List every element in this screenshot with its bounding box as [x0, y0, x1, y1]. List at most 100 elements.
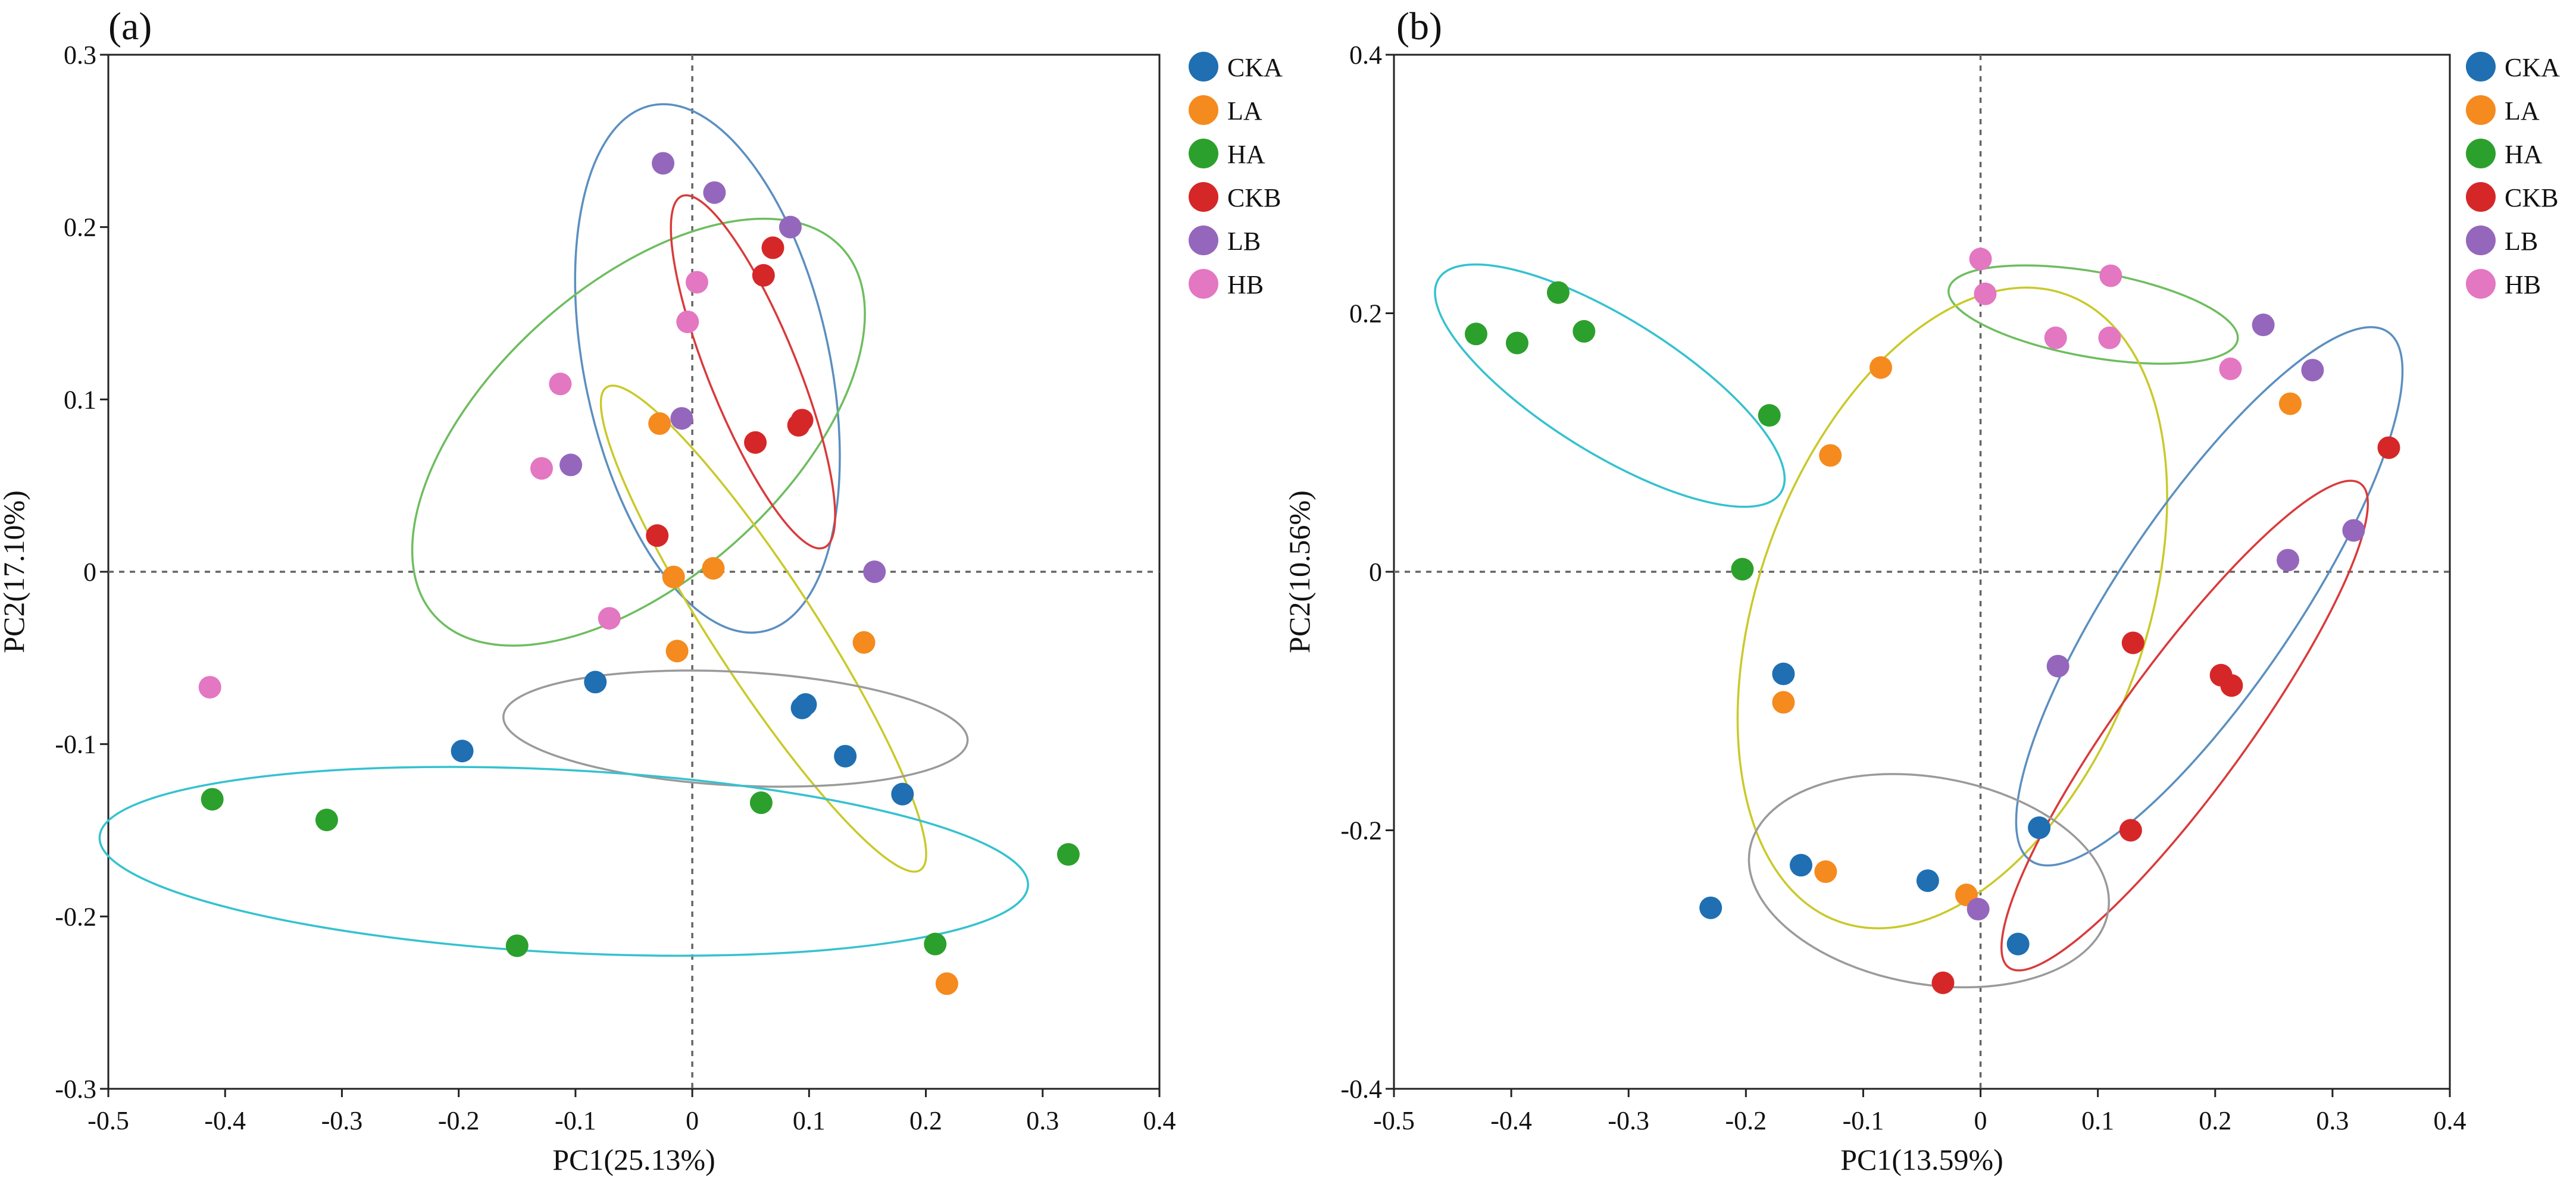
point-ckb	[752, 264, 775, 287]
point-hb	[2044, 326, 2067, 349]
point-lb	[2252, 314, 2275, 337]
x-tick-label: -0.1	[1843, 1106, 1884, 1135]
point-hb	[549, 372, 572, 396]
point-hb	[1974, 282, 1997, 305]
point-ha	[201, 788, 224, 811]
panel-label: (b)	[1396, 5, 1442, 48]
legend-label-hb: HB	[1227, 270, 1264, 299]
ellipse-cka	[574, 103, 841, 634]
point-hb	[676, 310, 699, 333]
point-lb	[559, 453, 583, 477]
legend-marker-ha	[1189, 139, 1218, 168]
point-ckb	[646, 524, 669, 547]
point-lb	[2046, 654, 2069, 678]
y-axis-title: PC2(17.10%)	[0, 490, 30, 653]
legend-marker-ha	[2466, 139, 2496, 168]
x-tick-label: -0.3	[1608, 1106, 1649, 1135]
point-hb	[1969, 248, 1992, 271]
point-lb	[2276, 549, 2299, 572]
point-cka	[451, 740, 474, 763]
point-ha	[924, 932, 947, 956]
legend-marker-hb	[2466, 269, 2496, 299]
ellipse-ckb	[2000, 480, 2369, 972]
point-cka	[1916, 869, 1939, 892]
point-cka	[1772, 662, 1795, 685]
point-lb	[703, 181, 726, 204]
legend-marker-la	[2466, 95, 2496, 125]
point-lb	[2342, 519, 2365, 542]
point-ha	[315, 809, 338, 832]
legend-label-ckb: CKB	[2505, 183, 2558, 212]
x-tick-label: 0.4	[2434, 1106, 2466, 1135]
panel-b-pca-plot: -0.5 -0.4 -0.3 -0.2 -0.1 0 0.1 0.2 0.3 0.4-0.4-0.…	[1283, 5, 2560, 1176]
point-ckb	[744, 431, 767, 454]
ellipse-la	[599, 384, 927, 873]
point-ha	[1731, 557, 1754, 581]
legend-label-ckb: CKB	[1227, 183, 1281, 212]
y-axis-title: PC2(10.56%)	[1283, 490, 1316, 653]
point-lb	[670, 407, 693, 430]
point-cka	[834, 744, 857, 768]
y-tick-label: -0.1	[55, 730, 96, 759]
point-ha	[1573, 320, 1596, 343]
point-ha	[1056, 843, 1080, 866]
y-tick-label: -0.4	[1340, 1075, 1382, 1104]
y-tick-label: -0.2	[55, 902, 96, 931]
point-ha	[1546, 281, 1570, 304]
legend-marker-hb	[1189, 269, 1218, 299]
point-lb	[1967, 898, 1990, 921]
x-tick-label: 0.1	[793, 1106, 826, 1135]
panel-a-pca-plot: -0.5 -0.4 -0.3 -0.2 -0.1 0 0.1 0.2 0.3 0.4 -0.3 -0.…	[0, 5, 1283, 1176]
ellipse-ha	[411, 217, 866, 647]
y-tick-label: -0.2	[1340, 816, 1382, 845]
point-la	[1819, 444, 1842, 467]
x-tick-label: -0.5	[87, 1106, 129, 1135]
x-tick-label: -0.4	[204, 1106, 246, 1135]
point-cka	[1789, 854, 1812, 877]
ellipse-ckb	[670, 194, 836, 550]
point-hb	[685, 271, 708, 294]
y-tick-label: -0.3	[55, 1075, 96, 1104]
point-cka	[2006, 932, 2030, 956]
x-tick-label: 0.3	[2316, 1106, 2349, 1135]
ellipse-ha	[1434, 263, 1786, 508]
y-tick-label: 0	[1369, 557, 1382, 587]
point-la	[665, 640, 689, 663]
x-tick-label: 0	[1974, 1106, 1987, 1135]
point-la	[702, 557, 725, 580]
point-la	[1772, 691, 1795, 714]
point-la	[852, 631, 876, 654]
point-cka	[1699, 896, 1722, 919]
legend-marker-cka	[1189, 52, 1218, 82]
legend-label-ha: HA	[2505, 140, 2543, 169]
ellipse-lb	[2015, 326, 2404, 867]
legend-label-hb: HB	[2505, 270, 2541, 299]
point-lb	[863, 560, 886, 583]
x-tick-label: 0.4	[1143, 1106, 1176, 1135]
point-ha	[1758, 404, 1781, 427]
legend-label-lb: LB	[2505, 227, 2538, 256]
point-ha	[1505, 331, 1528, 355]
point-hb	[198, 676, 221, 699]
legend-label-la: LA	[2505, 96, 2540, 126]
x-tick-label: -0.5	[1373, 1106, 1415, 1135]
point-ckb	[2220, 674, 2243, 697]
point-hb	[530, 457, 553, 480]
panel-label: (a)	[108, 5, 152, 48]
x-tick-label: -0.1	[555, 1106, 596, 1135]
y-tick-label: 0	[83, 557, 96, 587]
legend-marker-cka	[2466, 52, 2496, 82]
legend-marker-ckb	[2466, 182, 2496, 212]
x-tick-label: 0.2	[909, 1106, 942, 1135]
ellipse-la	[1736, 286, 2168, 929]
point-la	[1870, 356, 1893, 379]
legend-marker-lb	[2466, 225, 2496, 255]
point-ckb	[2119, 819, 2142, 842]
legend-label-la: LA	[1227, 96, 1262, 126]
point-ha	[749, 791, 773, 815]
y-tick-label: 0.2	[64, 213, 96, 242]
legend-label-ha: HA	[1227, 140, 1265, 169]
ellipse-cka	[1747, 773, 2110, 989]
legend-marker-la	[1189, 95, 1218, 125]
